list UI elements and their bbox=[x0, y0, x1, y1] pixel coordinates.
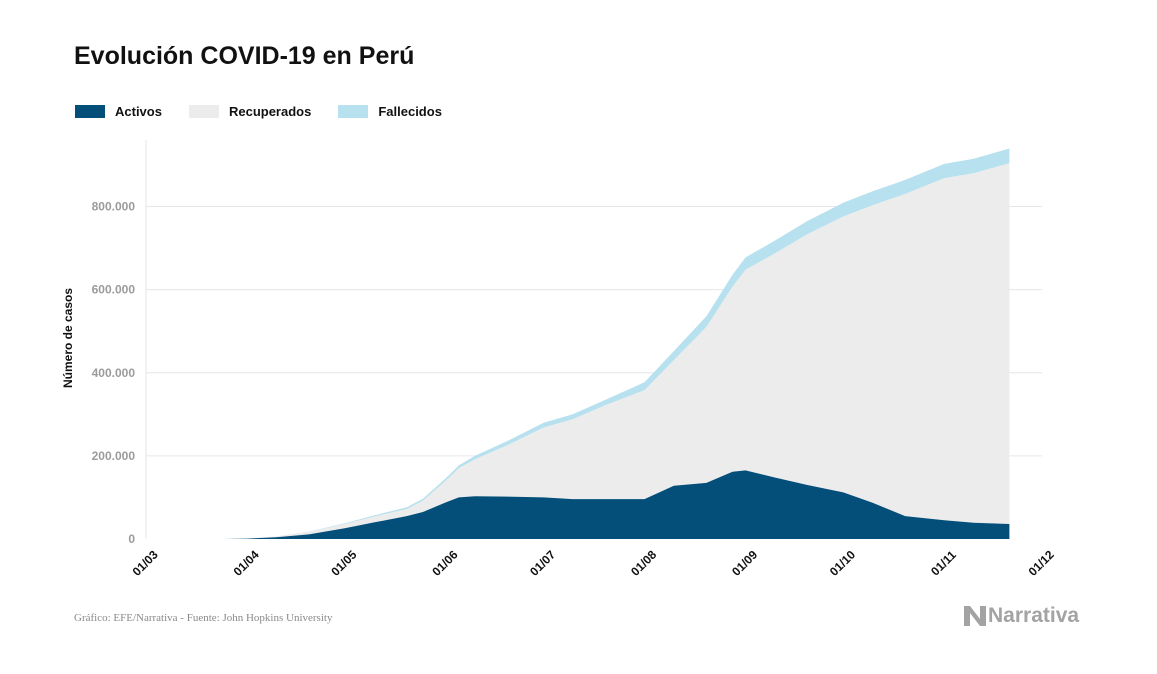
legend-swatch-recuperados bbox=[188, 105, 219, 118]
narrativa-logo-icon bbox=[964, 606, 986, 626]
legend-swatch-activos bbox=[75, 105, 105, 118]
x-tick-label: 01/05 bbox=[328, 547, 359, 578]
legend-item-activos: Activos bbox=[75, 104, 162, 119]
legend-label-fallecidos: Fallecidos bbox=[378, 104, 442, 119]
y-tick-label: 400.000 bbox=[92, 366, 136, 380]
brand-logo: Narrativa bbox=[964, 604, 1079, 628]
x-tick-label: 01/10 bbox=[827, 547, 858, 578]
legend-label-recuperados: Recuperados bbox=[228, 104, 312, 119]
area-recuperados bbox=[162, 163, 1010, 540]
area-activos bbox=[162, 470, 1010, 539]
x-tick-label: 01/12 bbox=[1026, 547, 1057, 578]
y-tick-label: 600.000 bbox=[92, 283, 136, 297]
legend-swatch-fallecidos bbox=[338, 105, 369, 118]
y-axis-label: Número de casos bbox=[61, 288, 75, 388]
y-tick-label: 800.000 bbox=[92, 200, 136, 214]
x-tick-label: 01/09 bbox=[729, 547, 760, 578]
legend-item-fallecidos: Fallecidos bbox=[338, 104, 442, 119]
x-tick-label: 01/11 bbox=[928, 548, 959, 579]
legend-label-activos: Activos bbox=[115, 104, 162, 119]
chart-title: Evolución COVID-19 en Perú bbox=[74, 42, 415, 70]
x-tick-label: 01/07 bbox=[527, 547, 558, 578]
x-axis-ticks: 01/03 01/04 01/05 01/06 01/07 01/08 01/09 01/10… bbox=[130, 547, 1057, 578]
area-series bbox=[162, 148, 1010, 540]
y-tick-label: 0 bbox=[128, 532, 135, 546]
x-tick-label: 01/03 bbox=[130, 547, 161, 578]
x-tick-label: 01/04 bbox=[231, 547, 262, 578]
x-tick-label: 01/08 bbox=[628, 547, 659, 578]
legend-item-recuperados: Recuperados bbox=[188, 104, 312, 119]
source-note: Gráfico: EFE/Narrativa - Fuente: John Ho… bbox=[74, 612, 333, 624]
legend: Activos Recuperados Fallecidos bbox=[75, 104, 469, 119]
brand-name: Narrativa bbox=[988, 604, 1080, 627]
x-tick-label: 01/06 bbox=[429, 547, 460, 578]
y-tick-label: 200.000 bbox=[92, 449, 136, 463]
y-axis-ticks: 0 200.000 400.000 600.000 800.000 bbox=[92, 200, 136, 547]
